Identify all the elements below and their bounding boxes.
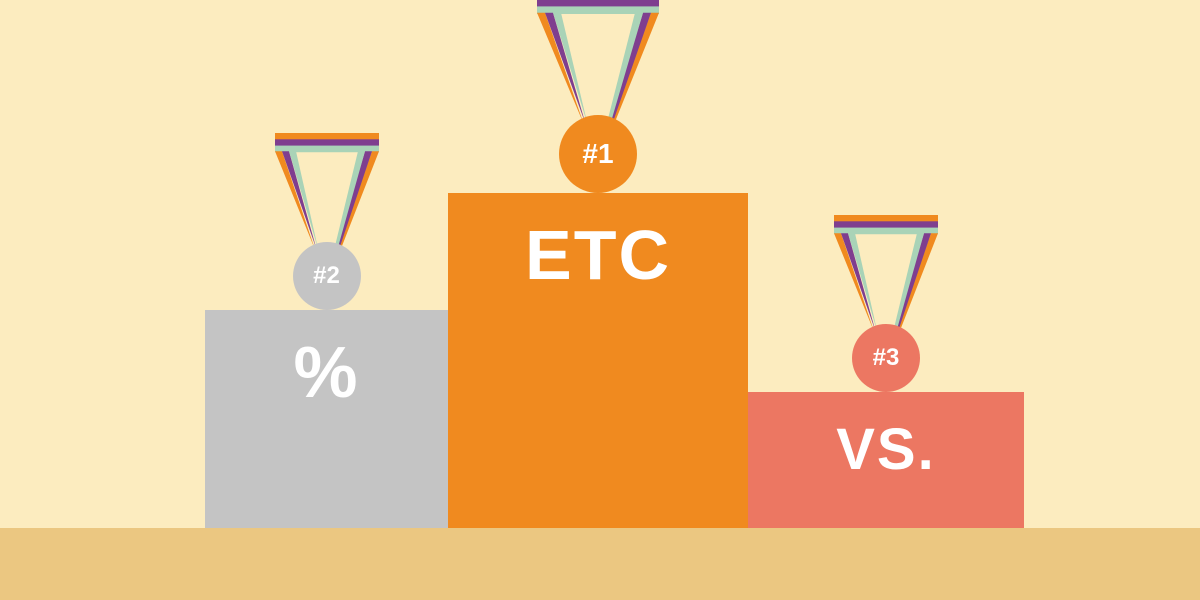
podium-second: % #2 [205, 310, 448, 528]
medal-third: #3 [834, 215, 938, 429]
medal-second: #2 [275, 133, 379, 347]
medal-first: #1 [537, 0, 659, 236]
floor-strip [0, 528, 1200, 600]
medal-third-rank: #3 [852, 324, 920, 392]
podium-third: VS. #3 [748, 392, 1024, 528]
infographic-canvas: % #2 ETC #1 VS. #3 [0, 0, 1200, 600]
podium-first: ETC #1 [448, 193, 748, 528]
medal-first-rank: #1 [559, 115, 637, 193]
medal-second-rank: #2 [293, 242, 361, 310]
